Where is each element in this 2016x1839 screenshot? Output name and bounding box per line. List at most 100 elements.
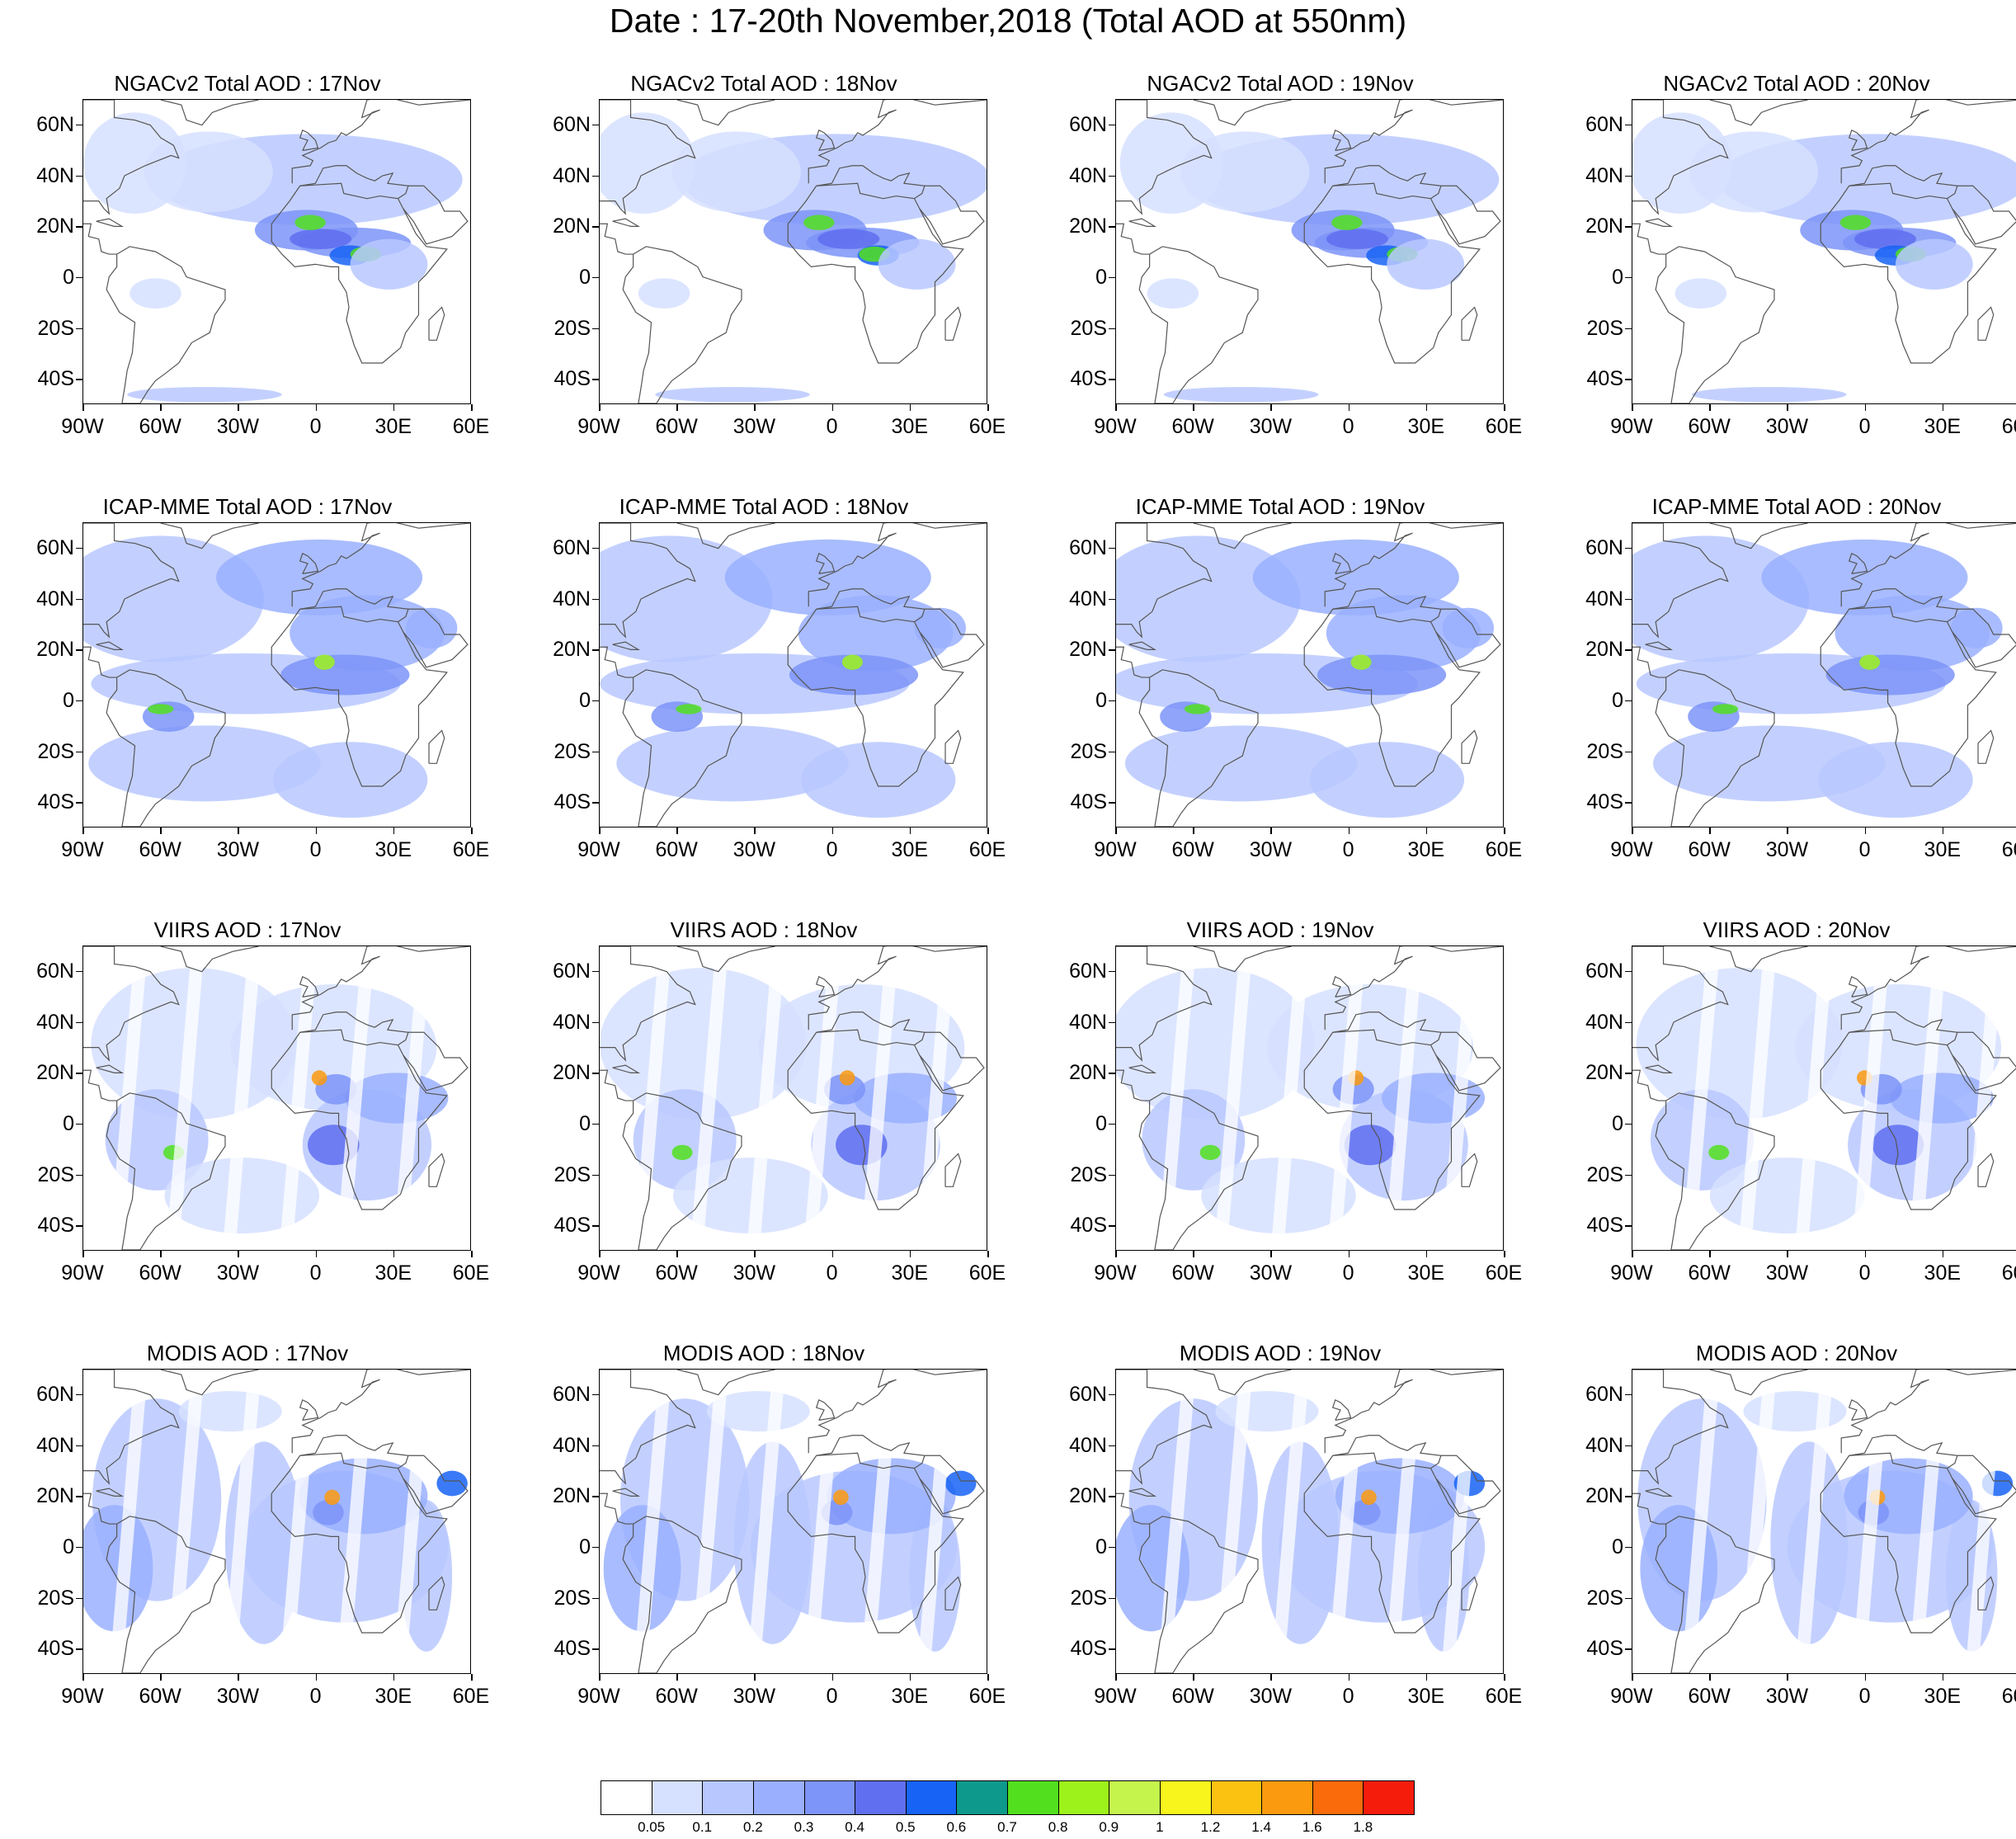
lon-tick [1348,404,1350,411]
aod-plume [1184,704,1211,714]
lat-tick-label: 60N [553,112,591,136]
coastline-madagascar [1461,1576,1478,1610]
lat-tick [1625,802,1632,804]
coastline-europe [1840,946,2016,1030]
lat-tick-label: 60N [553,1382,591,1406]
lon-tick-label: 60W [1688,415,1731,438]
coastline-na [1116,100,1213,215]
lon-tick-label: 30E [1407,838,1445,861]
lon-tick [1270,1674,1272,1681]
lon-tick [1787,1674,1788,1681]
aod-plume [676,704,702,714]
lat-tick [1109,970,1115,973]
lat-tick [1109,751,1115,752]
lat-tick-label: 20S [1070,739,1107,763]
lon-tick-label: 30E [891,1261,929,1285]
lon-tick [238,828,239,834]
aod-field [600,1370,987,1673]
aod-field [83,100,470,403]
coastline-uk [1848,129,1868,151]
lon-tick [393,1674,395,1681]
lat-tick [76,1445,82,1446]
aod-plume [83,112,187,214]
lat-tick-label: 40N [1585,1433,1623,1457]
lat-tick [76,598,82,600]
coastline-europe [1324,523,1503,607]
lon-tick-label: 0 [826,838,838,861]
lon-tick [1270,404,1272,411]
lat-tick-label: 20S [37,1586,74,1610]
aod-plume [1116,968,1315,1120]
coastline-europe [1324,100,1503,184]
lat-tick [592,1496,599,1497]
lon-tick [82,828,84,834]
lat-tick-label: 20S [37,1162,74,1186]
lon-tick [987,1674,989,1681]
lon-tick-label: 60E [2001,1261,2016,1285]
lon-tick [1115,404,1117,411]
coastline-arabia [403,1455,469,1515]
lat-tick-label: 60N [1585,112,1623,136]
swath-gap [1794,1370,1834,1673]
swath-gap [1738,946,1778,1250]
colorbar-swatch [752,1780,805,1815]
coastline-greenland [160,100,259,126]
lon-tick-label: 30W [732,838,776,861]
swath-gap [803,946,842,1250]
lat-tick [1625,1546,1632,1549]
aod-field [83,523,470,827]
map-panel-icap-1: ICAP-MME Total AOD : 17Nov 60N 40N 20N 0 20S 4… [0,494,495,907]
coastline-gulf [1116,1069,1150,1101]
coastline-cuba [1645,218,1674,227]
coastline-europe [291,1370,470,1454]
map-plot-area [82,945,471,1251]
coastline-madagascar [1461,729,1478,764]
lon-tick [599,404,601,411]
coastline-sa [622,246,742,403]
aod-plume [280,654,410,696]
aod-plume [616,725,849,802]
aod-plume [789,654,919,696]
swath-gap [916,1370,956,1673]
lat-tick [592,970,599,973]
lon-tick-label: 0 [826,1261,838,1285]
coastline-sa [622,1516,742,1673]
coastline-arabia [1952,185,2016,245]
coastline-madagascar [428,729,445,764]
coastline-sa [1655,1516,1775,1673]
coastline-greenland [1193,100,1292,126]
aod-plume [1326,595,1481,672]
coastline-med [816,1011,926,1046]
lon-tick-label: 30W [732,415,776,438]
lon-tick-label: 90W [1094,415,1137,438]
lat-tick [76,1597,82,1599]
lon-tick [82,1251,84,1257]
lon-tick [676,1674,678,1681]
lon-tick-label: 30W [1249,1261,1293,1285]
aod-plume [817,229,880,249]
lat-tick-label: 20N [1585,638,1623,662]
coastline-arabia [1435,185,1501,245]
lon-tick-label: 30E [891,415,929,438]
swath-gap [1384,946,1424,1250]
panel-title: MODIS AOD : 17Nov [146,1341,349,1365]
swath-gap [1908,1370,1948,1673]
lon-tick-label: 30E [1924,838,1962,861]
lat-tick [76,1546,82,1549]
aod-plume [324,1489,341,1506]
lat-tick-label: 40N [36,163,74,187]
lat-tick [592,1174,599,1176]
coastline-cuba [612,1064,641,1073]
coastline-uk [299,129,319,151]
coastline-na [1632,946,1729,1062]
lat-tick [1109,1393,1115,1396]
lat-tick-label: 20S [1586,316,1623,340]
aod-field [1632,946,2016,1250]
coastline-greenland [160,523,259,549]
coastline-gulf [83,1069,117,1101]
lon-tick [1632,828,1633,834]
coastline-med [299,165,409,200]
lon-tick-label: 30E [1924,1261,1962,1285]
coastline-africa [271,606,448,787]
aod-plume [1825,654,1955,696]
